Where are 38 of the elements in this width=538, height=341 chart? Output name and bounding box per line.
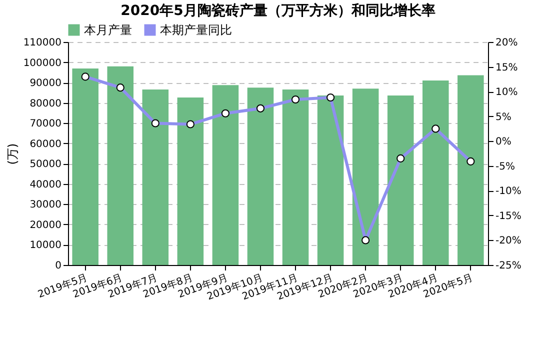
y2-tick-label: -20% bbox=[496, 236, 522, 247]
y-tick-label: 60000 bbox=[30, 138, 62, 150]
y-axis-title: (万) bbox=[5, 143, 20, 165]
y2-tick-label: 0% bbox=[496, 136, 512, 148]
bar bbox=[212, 85, 239, 265]
y2-tick-label: -5% bbox=[496, 161, 515, 172]
bar bbox=[387, 96, 414, 265]
y2-tick-label: 10% bbox=[496, 87, 518, 98]
bar bbox=[177, 98, 204, 265]
y2-tick-label: -25% bbox=[496, 260, 522, 272]
chart-title: 2020年5月陶瓷砖产量（万平方米）和同比增长率 bbox=[120, 2, 436, 19]
y-tick-label: 40000 bbox=[30, 179, 62, 190]
y-tick-label: 10000 bbox=[30, 240, 62, 252]
y2-tick-label: 20% bbox=[496, 38, 518, 48]
y2-tick-label: 15% bbox=[496, 62, 518, 74]
bar bbox=[422, 80, 449, 265]
y-tick-label: 30000 bbox=[30, 200, 62, 211]
y-tick-label: 110000 bbox=[23, 38, 62, 48]
y-tick-label: 20000 bbox=[30, 220, 62, 231]
bar bbox=[142, 89, 169, 265]
y-tick-label: 70000 bbox=[30, 118, 62, 130]
bar bbox=[282, 89, 309, 265]
bar bbox=[72, 68, 98, 265]
bar bbox=[458, 75, 484, 265]
y2-tick-label: -10% bbox=[496, 186, 522, 198]
bar bbox=[247, 88, 274, 265]
bar bbox=[317, 96, 344, 265]
y-tick-label: 80000 bbox=[30, 98, 62, 110]
legend-label: 本月产量 bbox=[84, 23, 132, 37]
legend-label: 本期产量同比 bbox=[160, 23, 232, 37]
y-tick-label: 90000 bbox=[30, 78, 62, 90]
y-tick-label: 100000 bbox=[23, 58, 62, 69]
bar bbox=[352, 88, 379, 265]
y-tick-label: 50000 bbox=[30, 159, 62, 170]
y2-tick-label: 5% bbox=[496, 112, 512, 123]
y2-tick-label: -15% bbox=[496, 210, 522, 222]
y-tick-label: 0 bbox=[55, 260, 62, 272]
bar bbox=[107, 66, 134, 265]
